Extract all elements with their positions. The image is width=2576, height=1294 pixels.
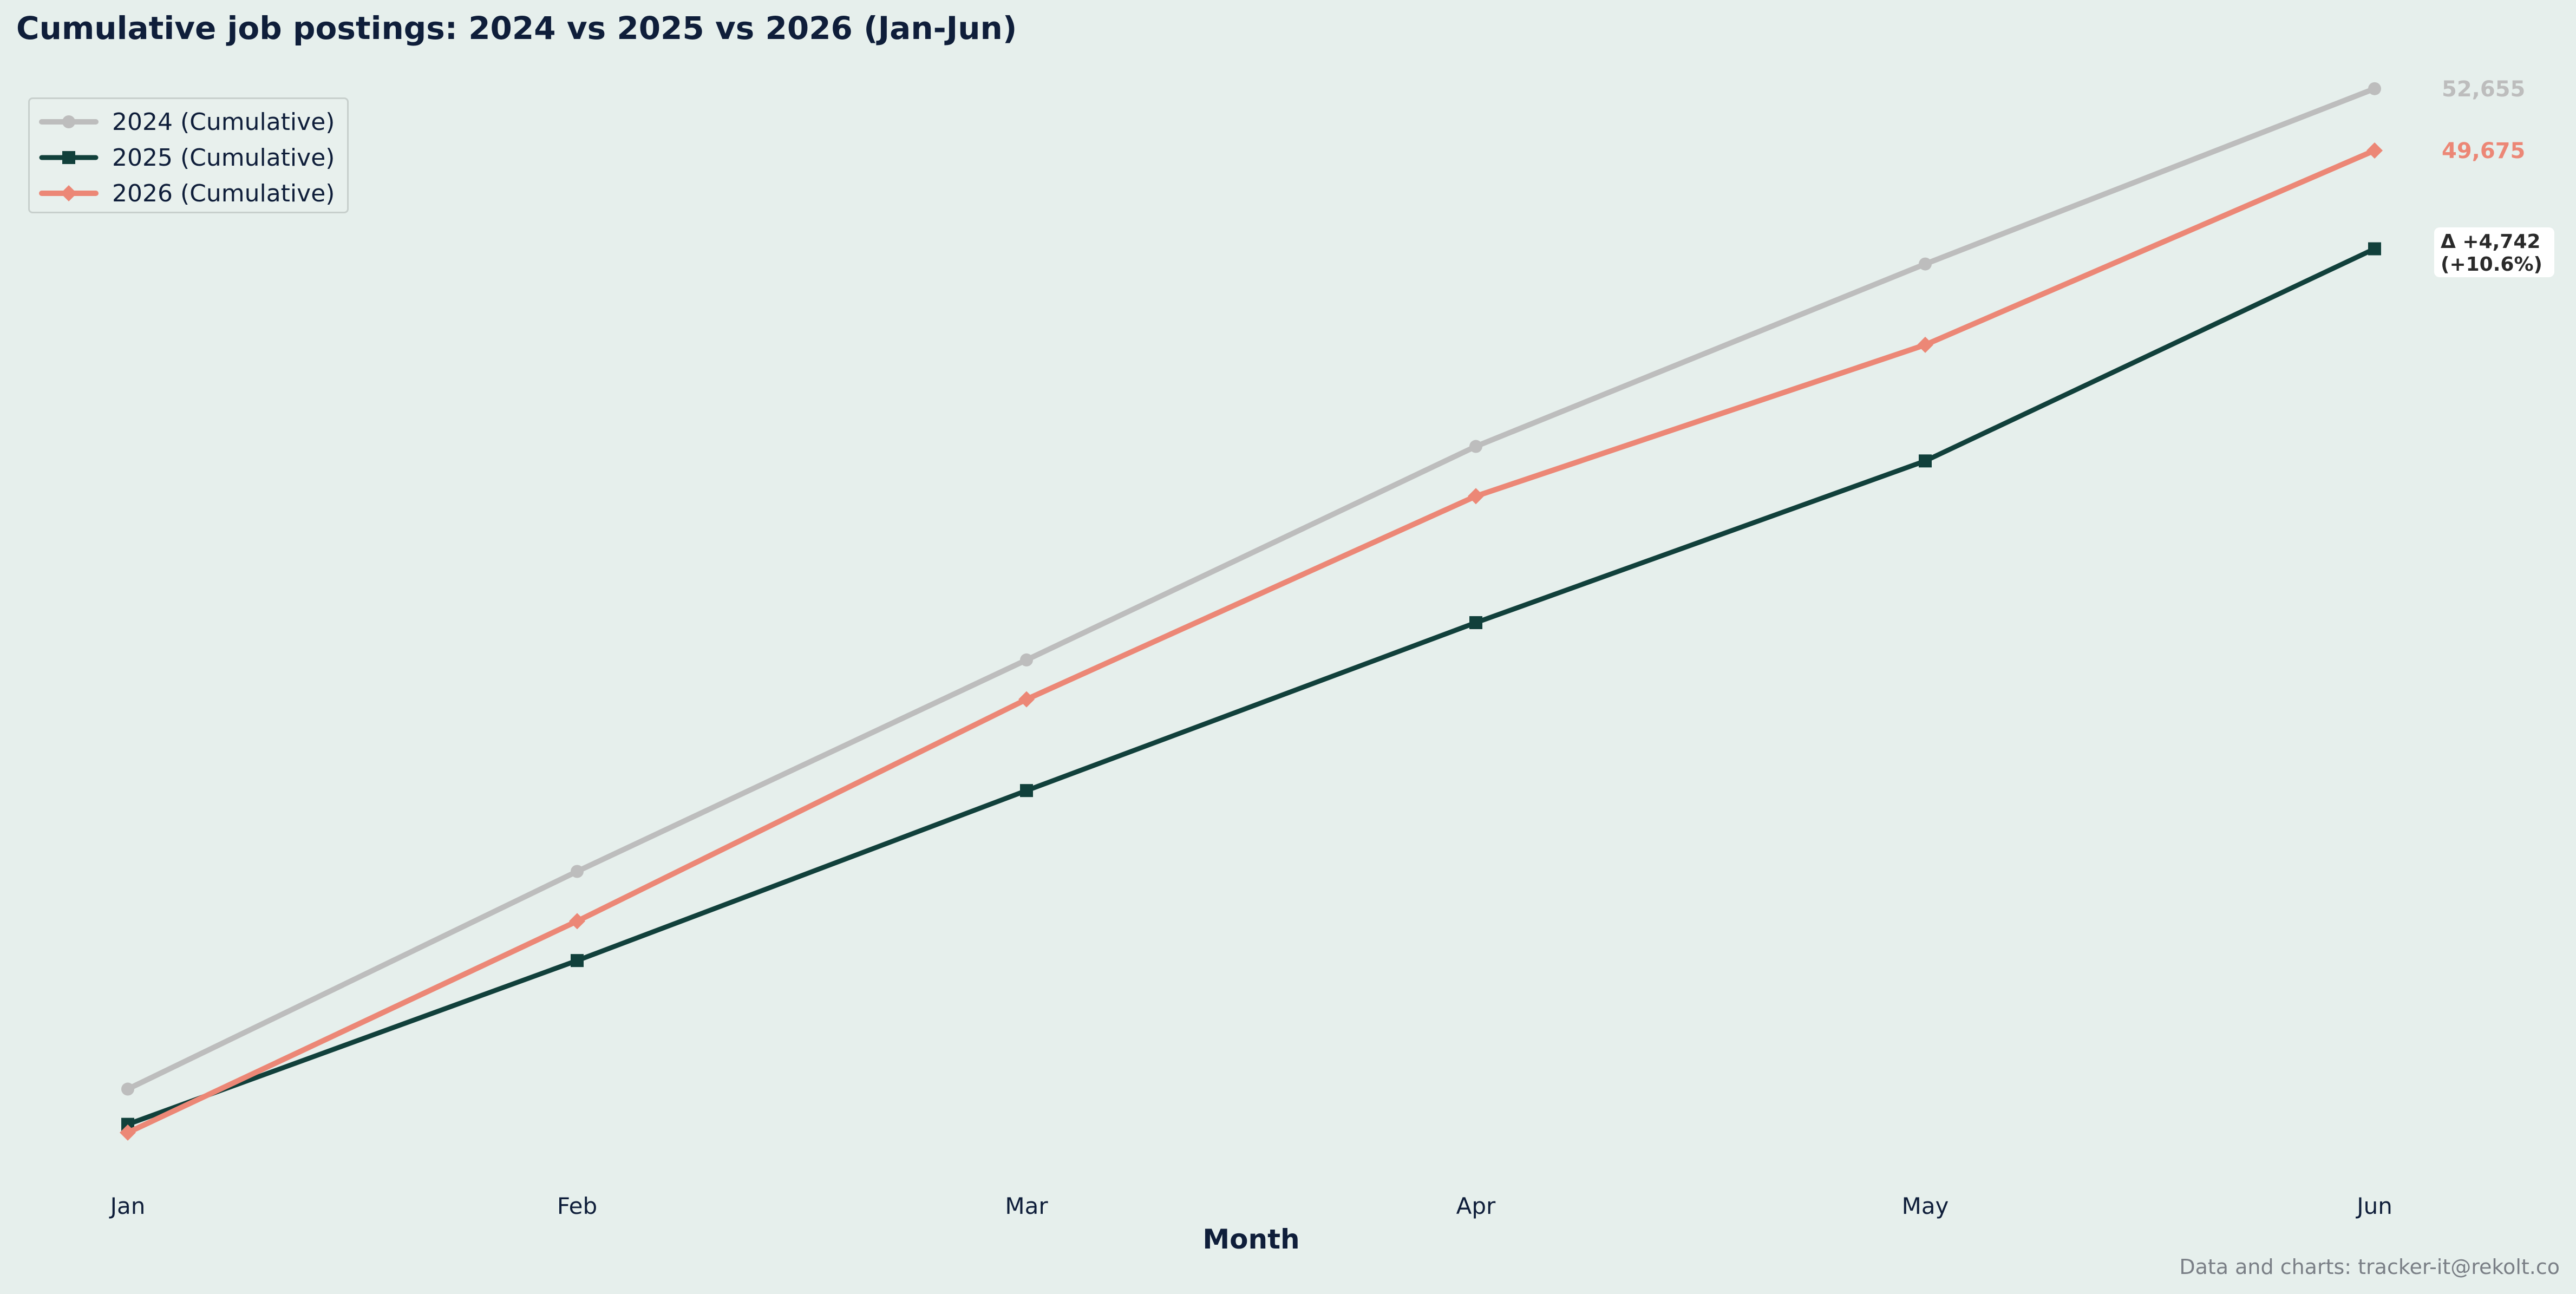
- delta-annotation-line1: Δ +4,742: [2441, 231, 2540, 253]
- series-2024: [121, 82, 2381, 1096]
- legend-label-2024: 2024 (Cumulative): [112, 108, 335, 136]
- x-tick-label-jan: Jan: [109, 1193, 146, 1219]
- x-tick-label-feb: Feb: [557, 1193, 597, 1219]
- data-point-2025-mar: [1020, 784, 1033, 798]
- legend-marker-2025: [62, 151, 75, 164]
- x-tick-label-apr: Apr: [1456, 1193, 1496, 1219]
- data-point-2024-mar: [1020, 653, 1033, 666]
- series-line-2025: [125, 246, 2377, 1127]
- x-tick-layer: Jan Feb Mar Apr May Jun: [109, 1193, 2392, 1219]
- legend-marker-2026: [61, 185, 77, 201]
- data-point-2025-jun: [2368, 242, 2381, 256]
- data-point-2026-jun: [2366, 142, 2383, 159]
- data-point-2024-feb: [571, 865, 584, 878]
- footer-credit: Data and charts: tracker-it@rekolt.co: [2179, 1255, 2560, 1279]
- data-point-2025-feb: [571, 954, 584, 968]
- data-point-2024-jun: [2368, 82, 2381, 95]
- data-point-2024-may: [1919, 257, 1932, 271]
- series-layer: [120, 82, 2383, 1141]
- delta-annotation: Δ +4,742 (+10.6%): [2434, 227, 2554, 277]
- data-point-2026-may: [1917, 336, 1933, 353]
- chart-title: Cumulative job postings: 2024 vs 2025 vs…: [16, 10, 1017, 47]
- data-point-2026-mar: [1018, 691, 1035, 708]
- data-point-2026-apr: [1468, 488, 1484, 505]
- data-point-2024-jan: [121, 1082, 134, 1096]
- legend-swatch-2026: [39, 185, 99, 201]
- series-line-2026: [125, 147, 2377, 1135]
- end-label-2026: 49,675: [2442, 139, 2525, 164]
- data-point-2026-jan: [120, 1124, 136, 1141]
- delta-annotation-box: [2434, 227, 2554, 277]
- legend-swatch-2025: [39, 151, 99, 164]
- legend-item-2026: 2026 (Cumulative): [37, 177, 335, 210]
- data-point-2026-feb: [569, 913, 585, 930]
- legend-item-2025: 2025 (Cumulative): [37, 141, 335, 174]
- delta-annotation-line2: (+10.6%): [2441, 253, 2542, 276]
- series-2025: [121, 242, 2381, 1131]
- legend-label-2025: 2025 (Cumulative): [112, 143, 335, 172]
- legend: 2024 (Cumulative) 2025 (Cumulative) 2026…: [28, 97, 349, 213]
- legend-marker-2024: [62, 115, 75, 128]
- data-point-2025-apr: [1469, 616, 1482, 629]
- series-2026: [120, 142, 2383, 1141]
- x-axis-label: Month: [1202, 1224, 1299, 1255]
- data-point-2025-may: [1919, 454, 1932, 468]
- legend-swatch-2024: [39, 115, 99, 128]
- series-line-2024: [125, 86, 2377, 1092]
- x-tick-label-mar: Mar: [1005, 1193, 1048, 1219]
- x-tick-label-jun: Jun: [2355, 1193, 2392, 1219]
- x-tick-label-may: May: [1902, 1193, 1949, 1219]
- legend-item-2024: 2024 (Cumulative): [37, 106, 335, 138]
- legend-label-2026: 2026 (Cumulative): [112, 179, 335, 207]
- data-point-2024-apr: [1469, 440, 1482, 453]
- end-label-2024: 52,655: [2442, 77, 2525, 102]
